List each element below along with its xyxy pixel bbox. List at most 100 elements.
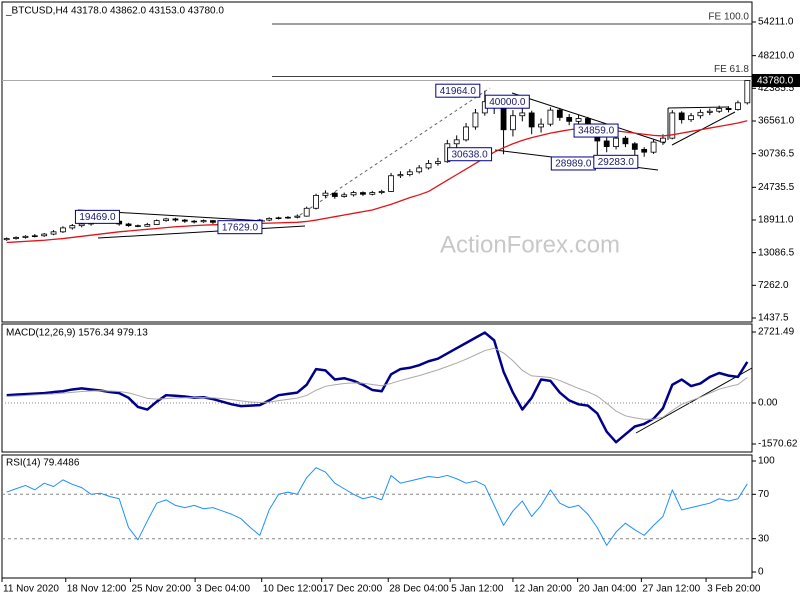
candle-body	[566, 117, 573, 122]
candle-body	[13, 237, 19, 239]
candle-body	[378, 191, 385, 193]
chart-title: _BTCUSD,H4 43178.0 43862.0 43153.0 43780…	[5, 6, 224, 17]
candle-body	[388, 175, 394, 192]
x-tick-label: 3 Dec 04:00	[196, 584, 250, 595]
macd-title: MACD(12,26,9) 1576.34 979.13	[6, 328, 148, 339]
x-tick-label: 18 Nov 12:00	[67, 584, 127, 595]
annotation-label: 40000.0	[489, 97, 526, 108]
y-tick-label: 54211.0	[758, 17, 794, 28]
watermark: ActionForex.com	[440, 231, 620, 258]
trendline	[299, 87, 491, 216]
candle-body	[519, 112, 526, 117]
fe-level-label: FE 61.8	[714, 64, 749, 75]
y-tick-label: 24735.5	[758, 182, 795, 193]
candle-body	[266, 217, 273, 221]
candle-body	[303, 207, 310, 217]
annotation-box	[593, 154, 639, 169]
candle-body	[60, 227, 66, 233]
candle-body	[3, 238, 10, 241]
candle-body	[716, 108, 723, 112]
y-tick-label: 30736.5	[758, 148, 795, 159]
y-tick-label: 0	[758, 567, 764, 578]
candle-body	[463, 126, 469, 141]
annotation-label: 34859.0	[578, 126, 615, 137]
rsi-title: RSI(14) 79.4486	[6, 458, 80, 469]
plot-area	[6, 467, 748, 546]
annotation-box	[447, 147, 493, 162]
y-tick-label: 30	[758, 533, 770, 544]
candle-body	[294, 215, 301, 218]
y-tick-label: 1437.5	[758, 313, 789, 324]
y-tick-label: 70	[758, 489, 770, 500]
annotation-label: 41964.0	[440, 86, 477, 97]
y-tick-label: 42385.5	[758, 83, 795, 94]
candle-body	[22, 235, 29, 238]
candle-body	[331, 192, 338, 197]
candle-body	[538, 123, 544, 128]
current-price-box	[752, 74, 800, 88]
candle-body	[425, 163, 432, 169]
x-tick-label: 27 Jan 12:00	[642, 584, 700, 595]
y-tick-label: 7262.0	[758, 280, 789, 291]
y-tick-label: -1570.62	[758, 439, 798, 450]
candle-body	[275, 217, 282, 220]
trendline	[667, 106, 729, 109]
trendline	[97, 225, 306, 239]
candle-body	[472, 112, 479, 128]
x-tick-label: 5 Jan 12:00	[451, 584, 504, 595]
fe-level-label: FE 100.0	[708, 12, 749, 23]
x-tick-label: 11 Nov 2020	[3, 584, 59, 595]
candle-body	[547, 109, 554, 125]
candle-body	[41, 233, 48, 237]
x-tick-label: 20 Jan 04:00	[579, 584, 637, 595]
candle-body	[706, 110, 713, 113]
candle-body	[697, 111, 704, 117]
annotation-box	[74, 209, 120, 224]
candle-body	[406, 171, 413, 176]
current-price-label: 43780.0	[757, 76, 794, 87]
candle-body	[200, 220, 207, 223]
annotation-box	[484, 94, 530, 109]
y-tick-label: 48210.0	[758, 50, 795, 61]
x-tick-label: 25 Nov 20:00	[131, 584, 191, 595]
candle-body	[144, 224, 151, 227]
candle-body	[500, 106, 507, 131]
candle-body	[660, 137, 666, 143]
candle-body	[453, 139, 460, 145]
candle-body	[369, 192, 376, 195]
candle-body	[669, 112, 676, 139]
y-tick-label: 2721.49	[758, 327, 795, 338]
candle-body	[435, 161, 441, 164]
annotation-label: 17629.0	[222, 222, 259, 233]
x-tick-label: 12 Jan 20:00	[514, 584, 572, 595]
candle-body	[528, 112, 535, 128]
candle-body	[50, 231, 57, 235]
moving-average	[6, 120, 748, 244]
macd-panel	[1, 323, 753, 453]
candle-body	[78, 223, 85, 227]
trendline	[671, 111, 736, 146]
indicator-line	[6, 467, 748, 546]
annotation-label: 29283.0	[598, 157, 635, 168]
candle-body	[360, 192, 366, 195]
candle-body	[556, 109, 563, 118]
candle-body	[575, 118, 582, 122]
candle-body	[744, 80, 751, 104]
y-tick-label: 0.00	[758, 398, 778, 409]
candle-body	[135, 225, 141, 227]
candle-body	[603, 140, 610, 147]
candle-body	[181, 219, 188, 222]
candle-body	[172, 218, 179, 221]
candle-body	[322, 192, 329, 196]
annotation-label: 19469.0	[79, 212, 116, 223]
annotation-box	[573, 123, 619, 138]
trendline	[635, 367, 753, 434]
candle-body	[735, 102, 741, 110]
rsi-panel	[1, 454, 753, 579]
candle-body	[191, 220, 198, 223]
candle-body	[678, 112, 685, 121]
candle-body	[31, 235, 38, 237]
plot-area	[6, 331, 749, 444]
candle-body	[397, 174, 404, 177]
